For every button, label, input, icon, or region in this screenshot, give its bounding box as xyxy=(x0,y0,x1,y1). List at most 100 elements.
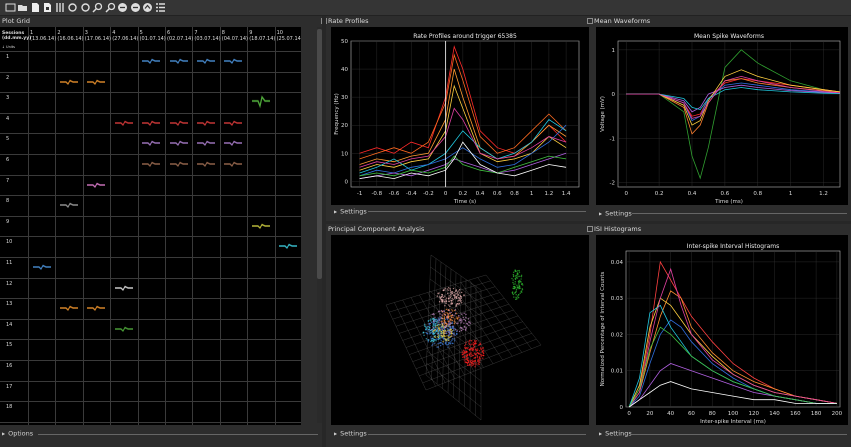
waveform-thumbnail[interactable] xyxy=(59,198,79,212)
waveform-thumbnail[interactable] xyxy=(169,157,189,171)
waveform-thumbnail[interactable] xyxy=(223,157,243,171)
session-header-10[interactable]: 10 (25.07.14) xyxy=(277,30,301,42)
waveform-thumbnail[interactable] xyxy=(86,301,106,315)
unit-label-8[interactable]: 8 xyxy=(6,198,10,205)
waveform-thumbnail[interactable] xyxy=(32,260,52,274)
unit-label-18[interactable]: 18 xyxy=(6,404,13,411)
waveform-thumbnail[interactable] xyxy=(169,54,189,68)
isi-settings-toggle[interactable]: ▶ Settings xyxy=(599,429,632,438)
float-button[interactable] xyxy=(587,18,593,24)
pca-settings-toggle[interactable]: ▶ Settings xyxy=(334,429,367,438)
unit-label-4[interactable]: 4 xyxy=(6,115,10,122)
unit-label-12[interactable]: 12 xyxy=(6,280,13,287)
unit-label-3[interactable]: 3 xyxy=(6,95,10,102)
search-button[interactable] xyxy=(104,1,116,13)
unit-label-5[interactable]: 5 xyxy=(6,136,10,143)
unit-label-6[interactable]: 6 xyxy=(6,157,10,163)
waveform-thumbnail[interactable] xyxy=(114,322,134,336)
waveform-thumbnail[interactable] xyxy=(141,54,161,68)
unit-label-10[interactable]: 10 xyxy=(6,239,13,246)
series-line xyxy=(359,155,567,177)
filter-button[interactable] xyxy=(54,1,66,13)
pca-point xyxy=(437,332,439,335)
waveform-thumbnail[interactable] xyxy=(114,116,134,130)
open-folder-button[interactable] xyxy=(17,1,29,13)
unit-label-2[interactable]: 2 xyxy=(6,74,10,81)
unit-label-15[interactable]: 15 xyxy=(6,342,13,349)
waveform-thumbnail[interactable] xyxy=(278,239,298,253)
unit-label-13[interactable]: 13 xyxy=(6,301,13,308)
list-button[interactable] xyxy=(154,1,166,13)
minus-circle-alt-button[interactable] xyxy=(129,1,141,13)
float-button[interactable] xyxy=(587,226,593,232)
export-button[interactable] xyxy=(142,1,154,13)
waveform-thumbnail[interactable] xyxy=(169,136,189,150)
session-header-5[interactable]: 5 (01.07.14) xyxy=(140,30,166,42)
waveform-thumbnail[interactable] xyxy=(141,136,161,150)
waveform-thumbnail[interactable] xyxy=(86,75,106,89)
save-button[interactable] xyxy=(42,1,54,13)
isi-histograms-plot[interactable]: 0 20 40 60 80 100 120 140 160 180 200 0 0.01 0.02 0.03… xyxy=(596,235,848,425)
waveform-thumbnail[interactable] xyxy=(196,136,216,150)
horizontal-splitter[interactable] xyxy=(326,221,851,224)
waveform-thumbnail[interactable] xyxy=(114,281,134,295)
pca-3d-plot[interactable] xyxy=(331,235,589,425)
waveform-thumbnail[interactable] xyxy=(141,157,161,171)
export-icon xyxy=(143,2,152,12)
waveform-thumbnail[interactable] xyxy=(223,54,243,68)
mean-waveforms-plot[interactable]: 0 0.2 0.4 0.6 0.8 1 1.2 1 0 -1 -2 Mean Spike Wavefo… xyxy=(596,27,848,205)
session-header-2[interactable]: 2 (16.06.14) xyxy=(57,30,83,42)
minus-circle-button[interactable] xyxy=(117,1,129,13)
unit-label-11[interactable]: 11 xyxy=(6,260,13,266)
unit-label-7[interactable]: 7 xyxy=(6,177,10,184)
pca-point xyxy=(445,302,447,305)
unit-label-17[interactable]: 17 xyxy=(6,383,13,390)
waveform-thumbnail[interactable] xyxy=(223,116,243,130)
reload-button[interactable] xyxy=(79,1,91,13)
refresh-button[interactable] xyxy=(67,1,79,13)
session-header-7[interactable]: 7 (03.07.14) xyxy=(194,30,220,42)
vertical-splitter[interactable] xyxy=(322,16,326,447)
session-header-9[interactable]: 9 (18.07.14) xyxy=(249,30,275,42)
session-header-1[interactable]: 1 (13.06.14) xyxy=(30,30,56,42)
pca-point xyxy=(512,273,515,276)
plot-grid-options-toggle[interactable]: ▶ Options xyxy=(2,429,33,438)
unit-label-14[interactable]: 14 xyxy=(6,321,13,328)
mean-waveforms-settings-toggle[interactable]: ▶ Settings xyxy=(599,209,632,218)
new-file-button[interactable] xyxy=(29,1,41,13)
session-header-4[interactable]: 4 (27.06.14) xyxy=(112,30,139,42)
waveform-thumbnail[interactable] xyxy=(59,75,79,89)
waveform-thumbnail[interactable] xyxy=(196,157,216,171)
session-header-8[interactable]: 8 (04.07.14) xyxy=(222,30,248,42)
waveform-thumbnail[interactable] xyxy=(169,116,189,130)
pca-point xyxy=(458,292,461,294)
waveform-thumbnail[interactable] xyxy=(223,136,243,150)
waveform-thumbnail[interactable] xyxy=(86,178,106,192)
waveform-thumbnail[interactable] xyxy=(251,95,271,109)
pca-point xyxy=(471,347,474,349)
pca-point xyxy=(515,290,518,292)
unit-label-16[interactable]: 16 xyxy=(6,363,13,369)
waveform-thumbnail[interactable] xyxy=(59,301,79,315)
waveform-thumbnail[interactable] xyxy=(196,116,216,130)
session-date: (27.06.14) xyxy=(112,35,139,42)
rate-profiles-plot[interactable]: -1 -0.8 -0.6 -0.4 -0.2 0 0.2 0.4 0.6 0.8 1 1.2 1.4 0 1… xyxy=(331,27,589,205)
plot-grid-scrollbar[interactable] xyxy=(317,27,322,423)
rate-profiles-settings-toggle[interactable]: ▶ Settings xyxy=(334,207,367,216)
pca-point xyxy=(461,327,463,330)
open-button[interactable] xyxy=(4,1,16,13)
waveform-trace xyxy=(59,203,78,209)
session-header-3[interactable]: 3 (17.06.14) xyxy=(85,30,111,42)
pca-point xyxy=(438,296,441,298)
unit-label-9[interactable]: 9 xyxy=(6,218,10,225)
unit-label-1[interactable]: 1 xyxy=(6,54,10,60)
waveform-thumbnail[interactable] xyxy=(196,54,216,68)
plot-grid-canvas[interactable]: Sessions (dd.mm.yy) ↓ Units 1 (13.06.14) 2 (1… xyxy=(0,27,301,425)
zoom-button[interactable] xyxy=(92,1,104,13)
scrollbar-thumb[interactable] xyxy=(317,29,322,279)
waveform-thumbnail[interactable] xyxy=(251,219,271,233)
pca-point xyxy=(429,319,431,321)
waveform-thumbnail[interactable] xyxy=(141,116,161,130)
pca-point xyxy=(442,296,445,299)
session-header-6[interactable]: 6 (02.07.14) xyxy=(167,30,193,42)
